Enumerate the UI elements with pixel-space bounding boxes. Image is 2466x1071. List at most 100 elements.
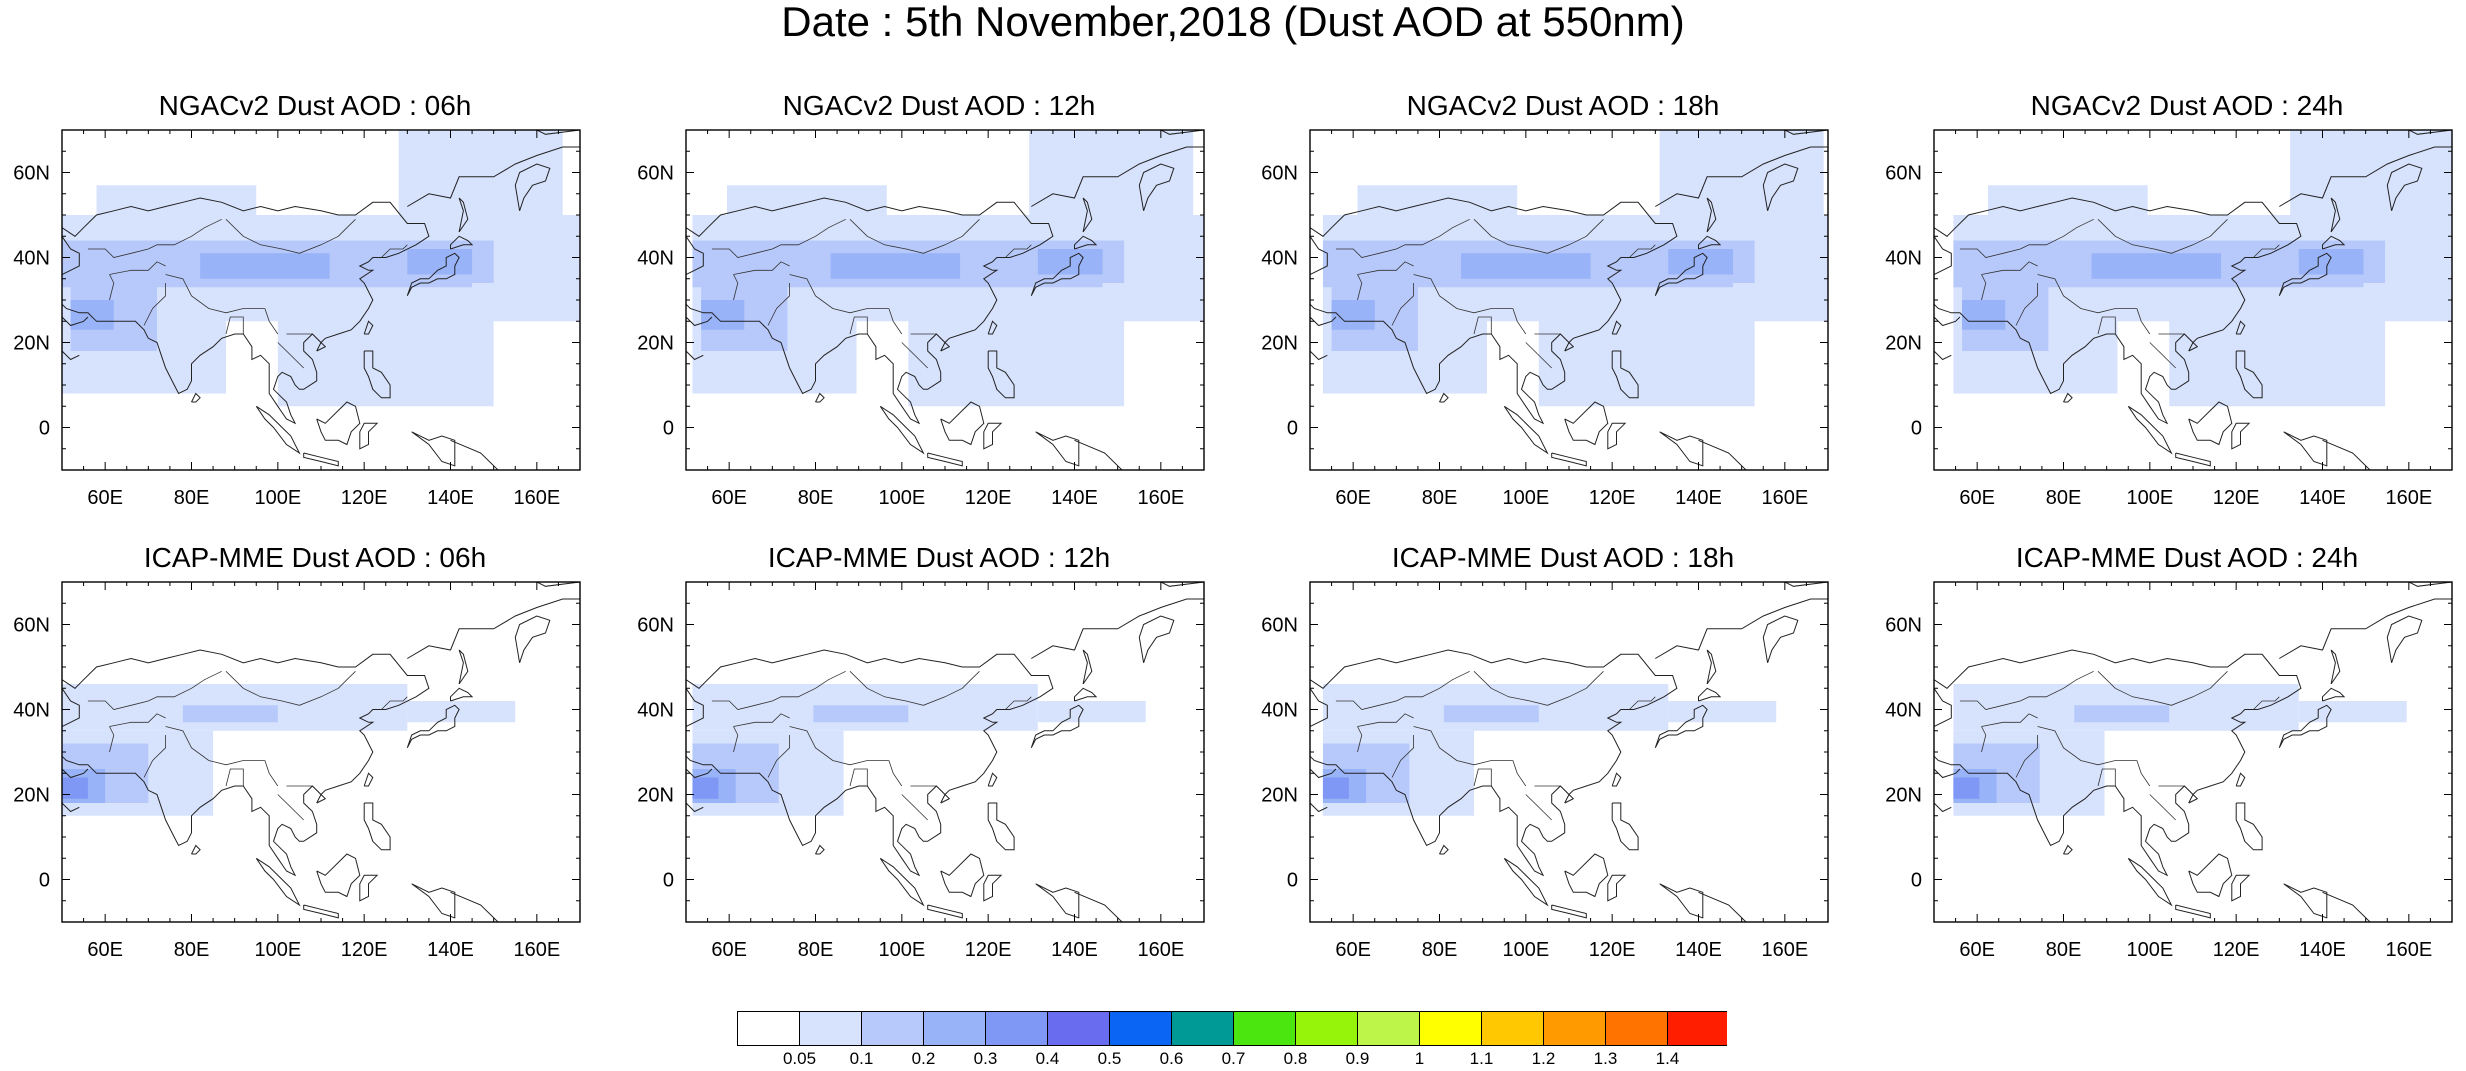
border-line [1335,670,1470,710]
aod-field [62,684,516,816]
colorbar-swatch [1295,1011,1358,1046]
lat-tick-label: 0 [39,418,50,440]
border-line [277,794,304,821]
coastlines [1934,130,2452,470]
lon-tick-label: 120E [1589,939,1636,961]
aod-shade-cell [1953,777,1980,799]
coastline [514,615,551,663]
country-borders [711,670,1032,821]
lon-tick-label: 60E [87,939,123,961]
lon-tick-label: 160E [1761,487,1808,509]
colorbar-label: 0.9 [1346,1049,1370,1066]
coastline [458,649,469,685]
lon-tick-label: 60E [1959,939,1995,961]
border-line [1981,713,2038,727]
dust-aod-map: 60E 80E 100E 120E 140E 160E 0 20N 40N 60N [1261,129,1829,509]
coastline [316,341,327,352]
colorbar-swatch [737,1011,800,1046]
coastline [316,793,327,804]
lat-tick-label: 60N [637,615,674,637]
aod-shade-cell [2169,308,2386,407]
lat-tick-label: 0 [39,870,50,892]
coastline [1082,649,1093,685]
lon-tick-label: 100E [1502,939,1549,961]
map-panel-ngac-06h: NGACv2 Dust AOD : 06h 60E 80E 100E 120E 140E… [0,90,624,530]
border-line [733,274,739,301]
border-line [711,670,846,710]
panel-title: ICAP-MME Dust AOD : 18h [1391,542,1735,573]
coastline [1030,252,1084,297]
aod-colorbar: 0.05 0.1 0.2 0.3 0.4 0.5 0.6 0.7 0.8 0.9 1 1.1 1.2 1.… [737,1011,1727,1066]
border-line [1473,316,1492,335]
border-line [143,283,167,326]
coastline [987,772,998,787]
coastline [879,857,925,907]
lat-tick-label: 0 [1911,418,1922,440]
border-line [733,261,790,275]
border-line [1525,342,1552,369]
colorbar-label: 1.1 [1470,1049,1494,1066]
border-line [849,768,868,787]
aod-shade-cell [2290,130,2452,224]
country-borders [1335,670,1656,821]
coastline [1698,439,1747,470]
coastline [62,227,80,275]
border-line [1512,308,1527,335]
coastline [359,422,379,450]
lon-tick-label: 60E [1335,487,1371,509]
coastline [1934,802,1952,813]
coastline [1310,227,1328,275]
border-line [1473,219,1604,254]
aod-shade-cell [1962,300,2006,330]
lon-tick-label: 60E [1959,487,1995,509]
coastline [413,130,580,135]
coastline [1934,768,1961,779]
lon-tick-label: 80E [1422,939,1458,961]
lat-tick-label: 20N [637,785,674,807]
coastline [815,392,825,403]
lon-tick-label: 120E [341,487,388,509]
lon-tick-label: 160E [1137,939,1184,961]
panel-title: ICAP-MME Dust AOD : 12h [767,542,1111,573]
aod-shade-cell [277,308,494,407]
aod-field [1322,130,1828,407]
dust-aod-map: 60E 80E 100E 120E 140E 160E 0 20N 40N 60N [13,129,581,509]
lat-tick-label: 40N [1885,248,1922,270]
border-line [225,316,244,335]
panel-title: NGACv2 Dust AOD : 06h [158,90,472,121]
coastline [62,679,80,727]
lon-tick-label: 160E [1137,487,1184,509]
map-panel-icap-18h: ICAP-MME Dust AOD : 18h 60E 80E 100E 120E 14… [1248,542,1872,982]
dust-aod-map: 60E 80E 100E 120E 140E 160E 0 20N 40N 60N [1885,581,2453,961]
aod-shade-cell [2298,701,2407,723]
coastline [2285,582,2452,587]
coastline [1762,615,1799,663]
border-line [87,670,222,710]
border-line [2097,219,2228,254]
coastline [1031,469,1092,470]
coastline [927,452,963,467]
aod-shade-cell [1322,777,1349,799]
lon-tick-label: 80E [2046,939,2082,961]
lat-tick-label: 60N [13,615,50,637]
border-line [165,274,265,314]
aod-shade-cell [908,308,1125,407]
coastline [1310,802,1328,813]
lon-tick-label: 60E [711,939,747,961]
coastline [879,405,925,455]
border-line [225,671,356,706]
coastlines [62,130,580,470]
aod-shade-cell [1331,300,1375,330]
coastline [1310,350,1328,361]
panel-title: NGACv2 Dust AOD : 12h [782,90,1096,121]
coastline [1037,582,1204,587]
coastline [363,350,391,399]
coastline [1934,350,1952,361]
coastline [1439,392,1449,403]
lon-tick-label: 80E [2046,487,2082,509]
coastline [1564,793,1575,804]
aod-field [1322,684,1777,816]
coastline [62,197,430,425]
coastline [1659,431,1704,467]
lon-tick-label: 120E [341,939,388,961]
